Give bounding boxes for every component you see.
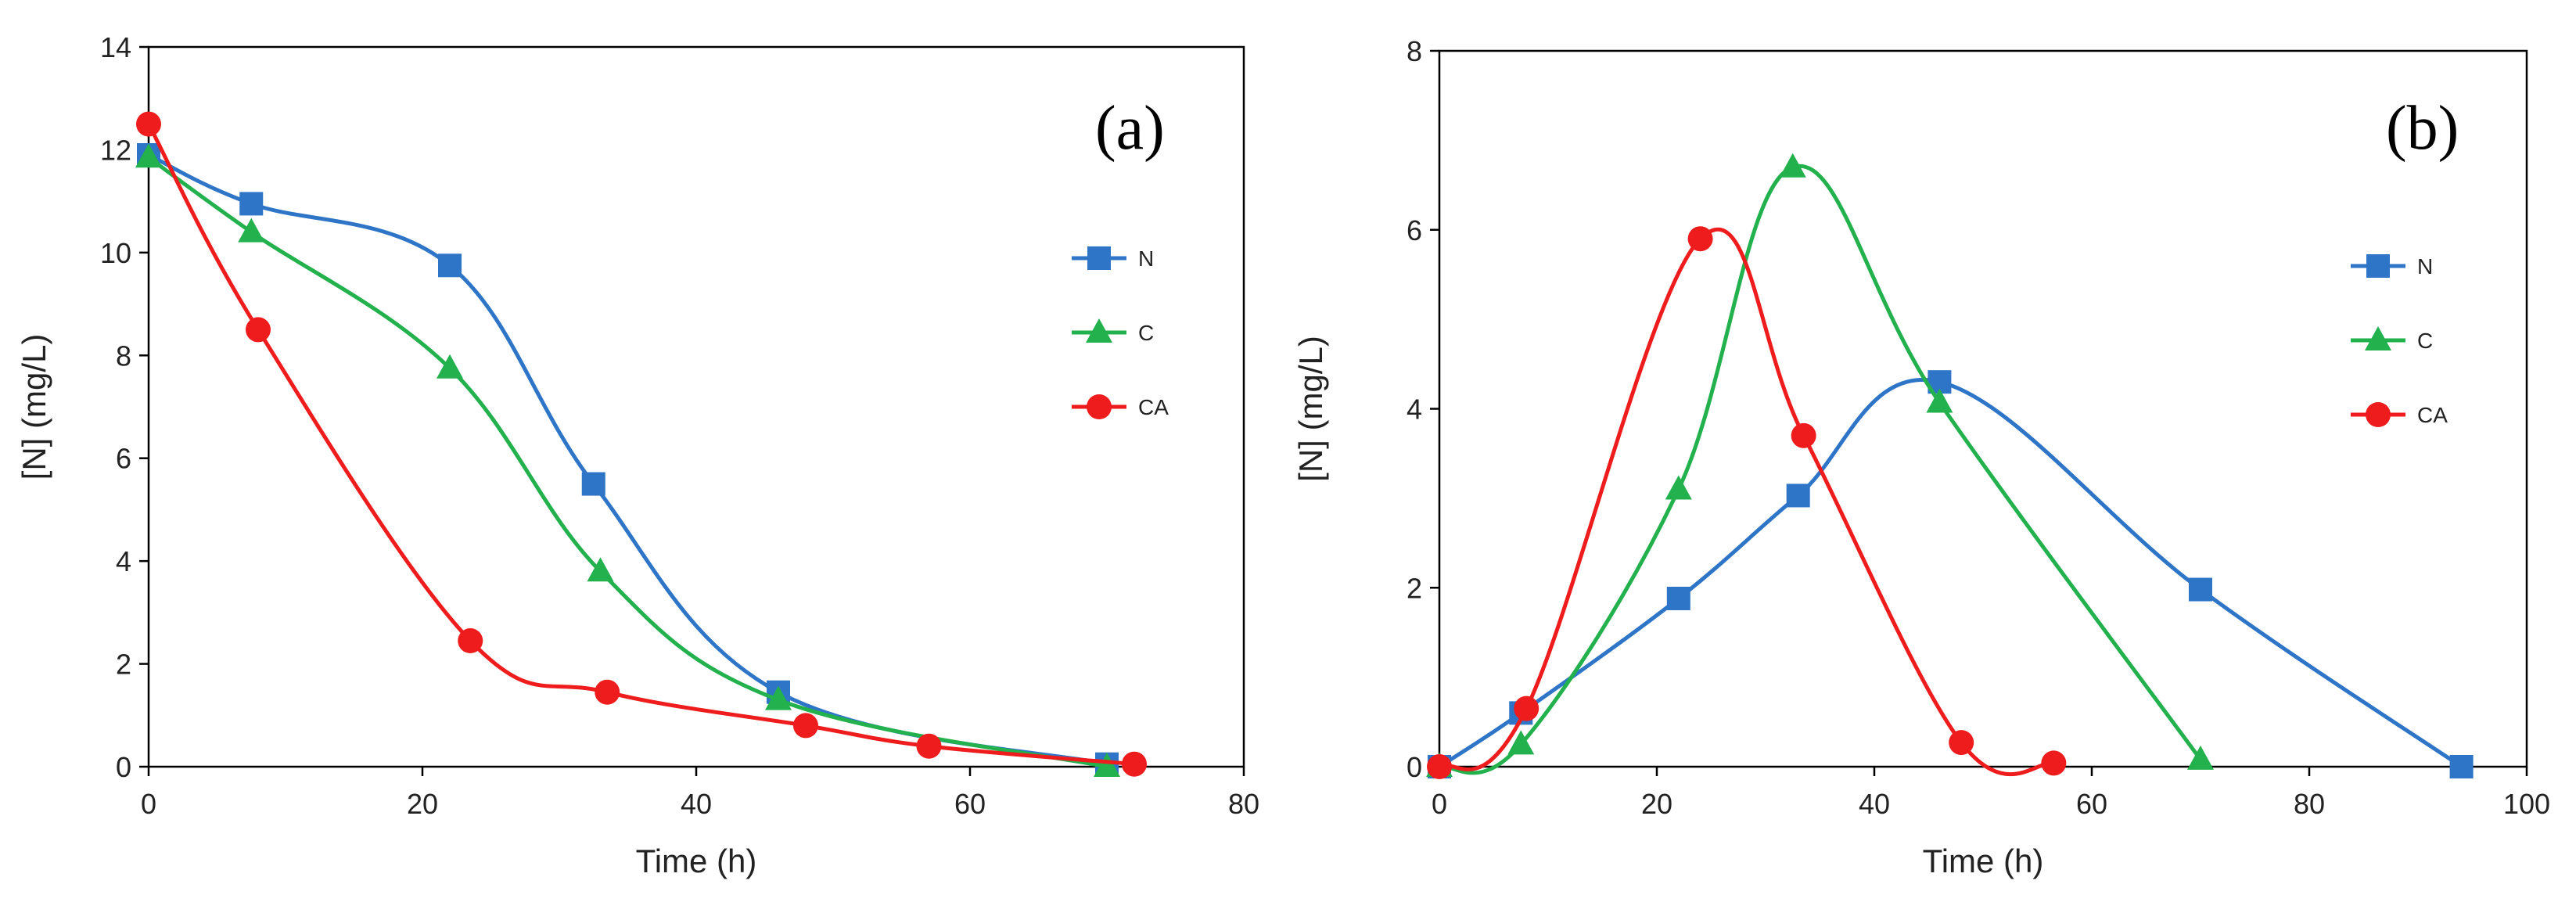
data-point-c	[2187, 745, 2214, 770]
data-point-n	[438, 253, 462, 278]
x-tick-label: 80	[2294, 788, 2325, 820]
data-point-c	[238, 217, 265, 243]
data-point-ca	[1949, 730, 1974, 756]
panel-label-a: (a)	[1095, 94, 1165, 163]
data-point-ca	[136, 111, 161, 137]
series-c-b	[1426, 153, 2214, 777]
x-tick-label: 100	[2503, 788, 2550, 820]
y-tick-label: 12	[100, 134, 131, 166]
data-point-n	[1666, 586, 1690, 610]
legend-label-c: C	[1138, 321, 1154, 345]
x-tick-label: 40	[1859, 788, 1890, 820]
data-point-c	[1926, 388, 1953, 413]
data-point-ca	[1514, 696, 1539, 721]
y-tick-label: 0	[1407, 751, 1422, 783]
data-point-ca	[1427, 754, 1452, 779]
series-line-n	[1438, 378, 2463, 769]
data-point-ca	[458, 628, 483, 653]
y-tick-label: 2	[1407, 572, 1422, 604]
y-tick-label: 10	[100, 237, 131, 269]
series-n-b	[1428, 370, 2474, 778]
legend-marker-n	[1087, 246, 1111, 270]
legend-label-c: C	[2417, 329, 2433, 353]
legend-label-n: N	[1138, 246, 1154, 271]
x-tick-label: 0	[141, 788, 156, 820]
series-line-ca	[146, 123, 1135, 767]
legend-marker-c	[2365, 326, 2391, 350]
x-tick-label: 60	[954, 788, 986, 820]
y-tick-label: 4	[1407, 394, 1422, 426]
legend-marker-ca	[2366, 402, 2391, 427]
data-point-ca	[1122, 751, 1147, 777]
data-point-n	[1786, 483, 1810, 508]
series-ca-a	[136, 111, 1147, 777]
legend-marker-c	[1086, 318, 1112, 343]
legend-label-ca: CA	[1138, 395, 1169, 419]
data-point-n	[2449, 755, 2474, 778]
data-point-c	[1094, 753, 1120, 777]
y-tick-label: 4	[116, 545, 131, 577]
data-point-ca	[246, 317, 271, 343]
series-line-ca	[1438, 227, 2054, 777]
data-point-c	[587, 557, 614, 582]
plot-frame-b	[1438, 49, 2528, 768]
data-point-ca	[1687, 226, 1713, 252]
data-point-c	[765, 685, 792, 710]
series-n-a	[137, 143, 1119, 776]
data-point-n	[2189, 577, 2212, 602]
legend-label-n: N	[2417, 254, 2433, 279]
x-tick-label: 20	[407, 788, 438, 820]
legend-label-ca: CA	[2417, 403, 2448, 427]
y-tick-label: 8	[1407, 35, 1422, 67]
series-ca-b	[1427, 226, 2067, 779]
x-axis-label: Time (h)	[636, 843, 757, 879]
data-point-c	[1779, 153, 1806, 178]
y-tick-label: 2	[116, 649, 131, 681]
x-tick-label: 80	[1228, 788, 1259, 820]
series-line-n	[147, 153, 1108, 767]
series-line-c	[1439, 164, 2203, 775]
panel-label-b: (b)	[2386, 94, 2459, 163]
y-axis-label: [N] (mg/L)	[1292, 336, 1329, 482]
data-point-n	[239, 192, 264, 216]
x-axis-label: Time (h)	[1923, 843, 2044, 879]
x-tick-label: 20	[1641, 788, 1672, 820]
data-point-ca	[1791, 422, 1816, 448]
x-tick-label: 40	[681, 788, 712, 820]
data-point-ca	[595, 679, 620, 705]
legend-marker-ca	[1087, 394, 1112, 419]
x-tick-label: 60	[2076, 788, 2107, 820]
series-c-a	[135, 143, 1120, 777]
series-line-c	[147, 156, 1108, 769]
data-point-n	[581, 472, 605, 496]
data-point-ca	[916, 733, 942, 759]
legend-marker-n	[2366, 254, 2390, 278]
y-axis-label: [N] (mg/L)	[16, 334, 52, 480]
data-point-ca	[2041, 750, 2067, 776]
data-point-c	[1507, 730, 1535, 755]
data-point-c	[1665, 475, 1692, 500]
y-tick-label: 0	[116, 751, 131, 783]
chart-a: 0 2 4 6 8 10 12 14 0 20 40 60 80 Time (h) [N] (mg/L) (a…	[16, 31, 1259, 879]
data-point-c	[135, 143, 162, 168]
y-tick-label: 14	[100, 31, 131, 63]
data-point-c	[437, 354, 463, 379]
x-tick-label: 0	[1432, 788, 1447, 820]
y-tick-label: 6	[116, 443, 131, 475]
data-point-ca	[793, 713, 818, 739]
y-tick-label: 6	[1407, 214, 1422, 246]
y-tick-label: 8	[116, 340, 131, 372]
